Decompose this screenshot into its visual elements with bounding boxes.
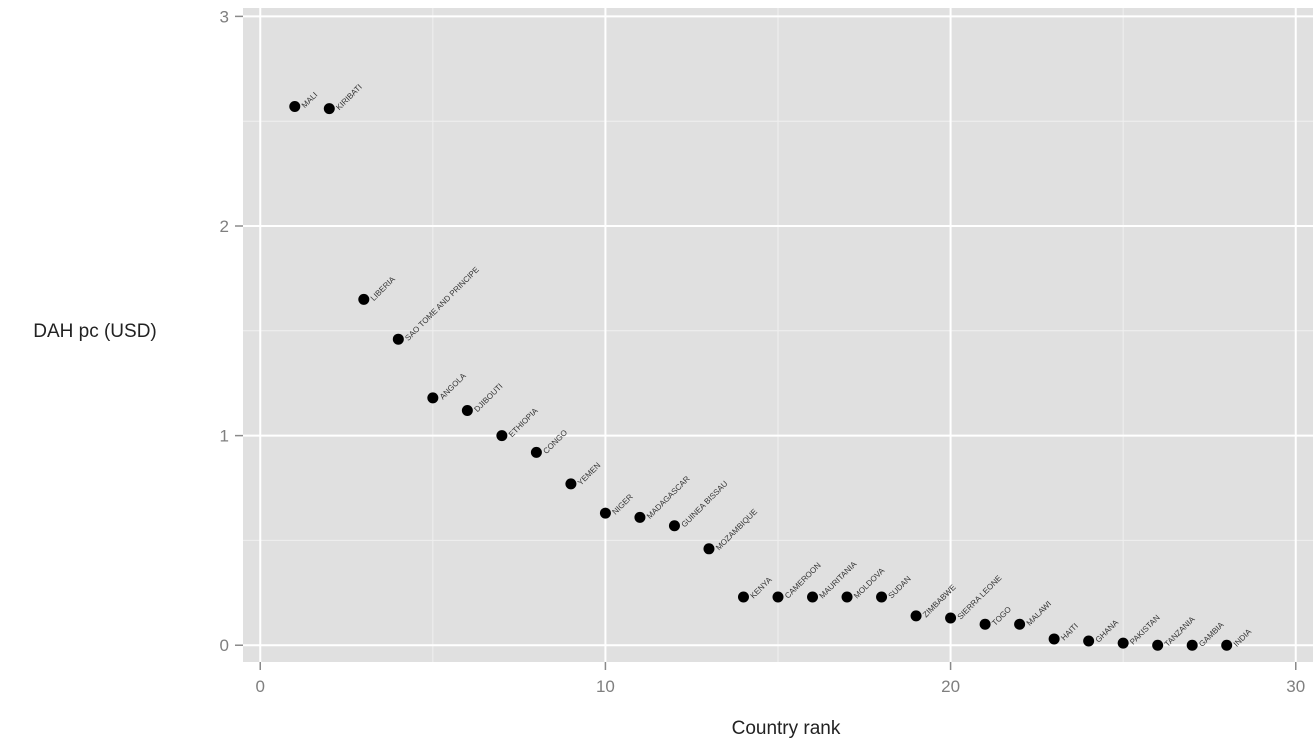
data-point (1186, 639, 1198, 651)
axis-ticks (235, 15, 1297, 670)
y-tick-label: 0 (220, 636, 229, 655)
y-tick-label: 2 (220, 217, 229, 236)
y-tick-label: 3 (220, 7, 229, 26)
data-point (807, 591, 819, 603)
x-tick-label: 20 (941, 677, 960, 696)
data-point (1221, 639, 1233, 651)
data-points (289, 101, 1233, 651)
data-point (427, 392, 439, 404)
data-point (599, 507, 611, 519)
data-point (737, 591, 749, 603)
data-point (289, 101, 301, 113)
data-point (1048, 633, 1060, 645)
data-point (565, 478, 577, 490)
data-point (910, 610, 922, 622)
data-point (945, 612, 957, 624)
data-point (358, 293, 370, 305)
data-point (634, 511, 646, 523)
data-point (841, 591, 853, 603)
y-axis-title: DAH pc (USD) (33, 321, 157, 342)
grid-lines (243, 8, 1313, 662)
y-tick-label: 1 (220, 427, 229, 446)
data-point (392, 333, 404, 345)
data-point (323, 103, 335, 115)
data-point (1014, 618, 1026, 630)
data-point (1083, 635, 1095, 647)
data-point (496, 430, 508, 442)
data-point (530, 446, 542, 458)
data-point (1117, 637, 1129, 649)
data-point (703, 543, 715, 555)
x-tick-label: 30 (1286, 677, 1305, 696)
data-point (876, 591, 888, 603)
x-tick-label: 10 (596, 677, 615, 696)
data-point (1152, 639, 1164, 651)
x-axis-title: Country rank (732, 718, 841, 739)
x-tick-label: 0 (256, 677, 265, 696)
data-point (668, 520, 680, 532)
data-point (979, 618, 991, 630)
data-point (461, 404, 473, 416)
data-point (772, 591, 784, 603)
